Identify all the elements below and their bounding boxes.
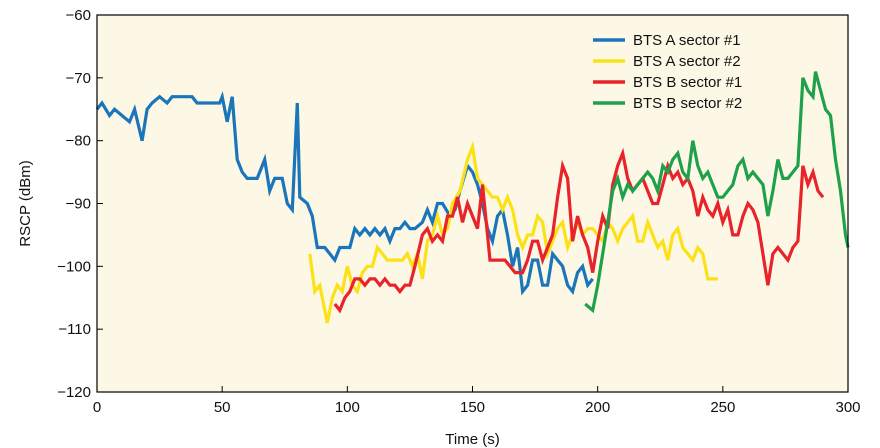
y-axis-title: RSCP (dBm) [17, 160, 34, 246]
x-axis-title: Time (s) [445, 431, 499, 448]
series-line-4 [584, 71, 850, 314]
series-line-1 [95, 91, 594, 296]
x-tick-label: 100 [335, 399, 360, 416]
series-line-2 [308, 140, 718, 324]
y-tick-label: −90 [66, 196, 91, 213]
series-line-3 [333, 147, 825, 314]
x-tick-label: 250 [710, 399, 735, 416]
x-tick-label: 50 [214, 399, 231, 416]
plot-area [97, 15, 848, 392]
x-tick-label: 200 [585, 399, 610, 416]
legend: BTS A sector #1 BTS A sector #2 BTS B sect… [593, 32, 742, 112]
legend-label: BTS A sector #1 [633, 32, 741, 49]
x-tick-label: 150 [460, 399, 485, 416]
y-tick-label: −60 [66, 7, 91, 24]
y-tick-label: −70 [66, 70, 91, 87]
x-tick-label: 300 [835, 399, 860, 416]
y-tick-label: −100 [57, 258, 91, 275]
legend-label: BTS A sector #2 [633, 53, 741, 70]
series-lines [95, 71, 850, 324]
y-tick-label: −110 [58, 321, 91, 338]
y-tick-label: −80 [66, 133, 91, 150]
legend-label: BTS B sector #1 [633, 74, 742, 91]
legend-label: BTS B sector #2 [633, 95, 742, 112]
x-tick-label: 0 [93, 399, 101, 416]
x-axis: 0 50 100 150 200 250 300 [93, 386, 861, 416]
y-tick-label: −120 [57, 384, 91, 401]
y-axis: −60 −70 −80 −90 −100 −110 −120 [57, 7, 103, 401]
